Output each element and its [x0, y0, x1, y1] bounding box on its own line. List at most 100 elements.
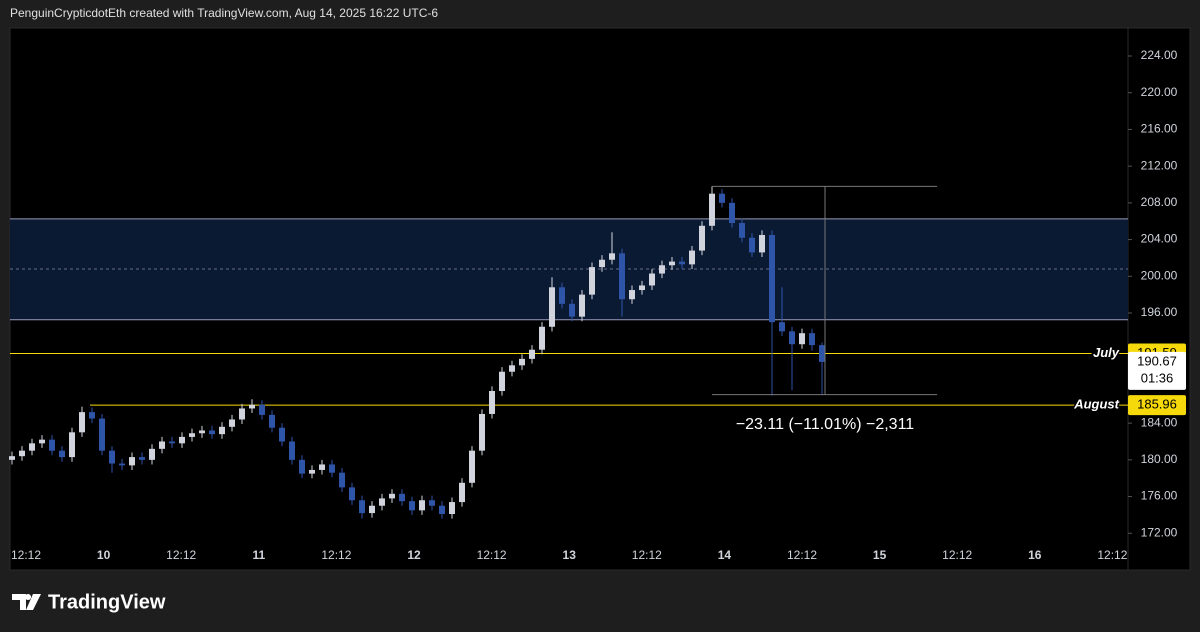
candle-body — [589, 267, 595, 295]
candle-body — [609, 253, 615, 260]
countdown: 01:36 — [1141, 370, 1174, 385]
candle-body — [219, 426, 225, 435]
candle-body — [769, 234, 775, 323]
candle-body — [759, 234, 765, 253]
x-tick-label: 12:12 — [942, 548, 972, 562]
candle-body — [639, 285, 645, 291]
candle-body — [259, 404, 265, 415]
y-tick-label: 224.00 — [1141, 48, 1178, 62]
candle-body — [29, 443, 35, 451]
candle-body — [109, 450, 115, 464]
y-tick-label: 176.00 — [1141, 489, 1178, 503]
candle-body — [299, 459, 305, 474]
candle-body — [549, 287, 555, 327]
candle-body — [229, 419, 235, 427]
candle-body — [719, 193, 725, 203]
candle-body — [269, 414, 275, 428]
current-price: 190.67 — [1137, 353, 1177, 368]
candle-body — [479, 413, 485, 451]
candle-body — [739, 223, 745, 238]
candle-body — [319, 464, 325, 470]
candle-body — [359, 500, 365, 514]
candle-body — [9, 456, 15, 460]
x-tick-label: 10 — [97, 548, 111, 562]
x-tick-label: 13 — [563, 548, 577, 562]
candle-body — [239, 408, 245, 420]
candle-body — [439, 505, 445, 515]
candle-body — [699, 225, 705, 251]
candle-body — [539, 326, 545, 350]
candle-body — [309, 469, 315, 474]
candle-body — [659, 265, 665, 274]
y-tick-label: 196.00 — [1141, 305, 1178, 319]
y-tick-label: 212.00 — [1141, 158, 1178, 172]
candle-body — [69, 432, 75, 458]
candle-body — [189, 433, 195, 437]
candle-body — [19, 450, 25, 457]
x-tick-label: 16 — [1028, 548, 1042, 562]
logo: TradingView — [12, 591, 166, 613]
candle-body — [819, 345, 825, 362]
y-tick-label: 172.00 — [1141, 525, 1178, 539]
candle-body — [49, 439, 55, 451]
candle-body — [369, 505, 375, 514]
y-tick-label: 200.00 — [1141, 268, 1178, 282]
candle-body — [449, 502, 455, 515]
x-tick-label: 12:12 — [1097, 548, 1127, 562]
candle-body — [709, 193, 715, 226]
candle-body — [329, 464, 335, 473]
logo-icon — [12, 594, 41, 610]
candle-body — [99, 418, 105, 451]
candle-body — [459, 482, 465, 503]
x-tick-label: 14 — [718, 548, 732, 562]
x-tick-label: 15 — [873, 548, 887, 562]
candle-body — [39, 439, 45, 444]
x-tick-label: 12:12 — [11, 548, 41, 562]
level-badge — [1128, 395, 1186, 416]
candle-body — [619, 253, 625, 300]
y-tick-label: 216.00 — [1141, 122, 1178, 136]
candle-body — [559, 287, 565, 304]
x-tick-label: 12:12 — [632, 548, 662, 562]
candle-body — [119, 463, 125, 466]
candle-body — [429, 500, 435, 506]
y-tick-label: 208.00 — [1141, 195, 1178, 209]
candle-body — [489, 391, 495, 414]
current-badge — [1128, 351, 1186, 390]
candle-body — [779, 322, 785, 332]
brand: TradingView — [48, 591, 166, 613]
y-tick-label: 184.00 — [1141, 415, 1178, 429]
x-tick-label: 12:12 — [166, 548, 196, 562]
candle-body — [139, 457, 145, 460]
candle-body — [399, 493, 405, 502]
candle-body — [579, 294, 585, 317]
x-tick-label: 12:12 — [787, 548, 817, 562]
y-tick-label: 220.00 — [1141, 85, 1178, 99]
candle-body — [669, 261, 675, 266]
candle-body — [349, 487, 355, 501]
candle-body — [809, 333, 815, 346]
candle-body — [339, 472, 345, 488]
x-tick-label: 12:12 — [321, 548, 351, 562]
x-tick-label: 12:12 — [477, 548, 507, 562]
y-tick-label: 204.00 — [1141, 232, 1178, 246]
candle-body — [129, 457, 135, 466]
x-tick-label: 11 — [252, 548, 265, 562]
header: PenguinCrypticdotEth created with Tradin… — [10, 6, 438, 20]
candle-body — [519, 358, 525, 366]
candle-body — [419, 500, 425, 511]
measure-label: −23.11 (−11.01%) −2,311 — [736, 416, 914, 433]
level-badge-label: 185.96 — [1137, 397, 1177, 412]
candle-body — [279, 427, 285, 442]
candle-body — [789, 331, 795, 345]
candle-body — [569, 303, 575, 317]
candle-body — [409, 501, 415, 511]
candle-body — [599, 259, 605, 268]
candle-body — [649, 273, 655, 286]
candle-body — [749, 237, 755, 253]
candle-body — [179, 436, 185, 444]
candle-body — [379, 498, 385, 506]
candle-body — [209, 430, 215, 435]
